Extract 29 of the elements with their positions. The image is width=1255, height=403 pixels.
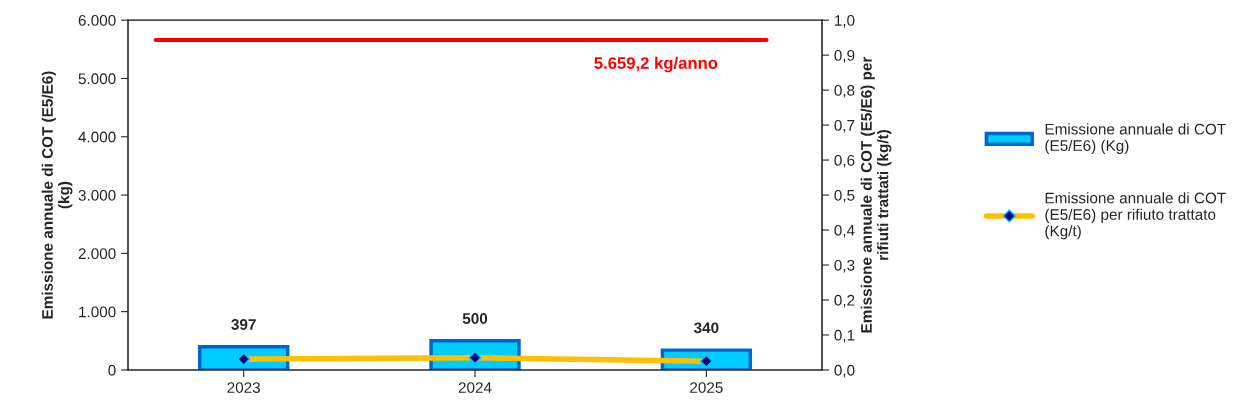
legend-label: Emissione annuale di COT (E5/E6) per rifiuto trattato (Kg/t) — [1045, 192, 1226, 240]
y2-axis-title: Emissione annuale di COT (E5/E6) per rifiuti trattati (kg/t) — [860, 56, 892, 333]
x-tick-label: 2024 — [458, 382, 492, 393]
y2-tick-label: 0,6 — [834, 154, 855, 168]
y2-tick-label: 0,3 — [834, 259, 855, 273]
y2-tick-label: 0,2 — [834, 294, 855, 308]
x-tick-label: 2023 — [227, 382, 260, 393]
y2-tick-label: 0,9 — [834, 50, 855, 63]
y2-tick-label: 0,1 — [834, 329, 855, 343]
y-axis-title: Emissione annuale di COT (E5/E6) (kg) — [41, 71, 73, 319]
y2-tick-label: 0,0 — [834, 364, 855, 378]
y2-tick-label: 1,0 — [835, 15, 855, 28]
y-tick-label: 5.000 — [78, 73, 116, 85]
data-label: 340 — [693, 322, 719, 334]
ref-line-label: 5.659,2 kg/anno — [594, 56, 718, 73]
y-tick-label: 6.000 — [78, 15, 116, 26]
y-tick-label: 2.000 — [78, 248, 116, 260]
y-tick-label: 4.000 — [78, 131, 116, 143]
data-label: 500 — [462, 313, 488, 324]
y2-tick-label: 0,8 — [834, 84, 855, 98]
y2-tick-label: 0,7 — [834, 119, 855, 133]
x-tick-label: 2025 — [690, 382, 723, 393]
legend-label: Emissione annuale di COT (E5/E6) (Kg) — [1045, 123, 1226, 155]
y2-tick-label: 0,4 — [834, 224, 855, 238]
data-label: 397 — [231, 319, 256, 330]
y-tick-label: 0 — [108, 364, 116, 376]
y2-tick-label: 0,5 — [834, 189, 855, 203]
y-tick-label: 1.000 — [79, 306, 116, 318]
y-tick-label: 3.000 — [78, 189, 116, 201]
